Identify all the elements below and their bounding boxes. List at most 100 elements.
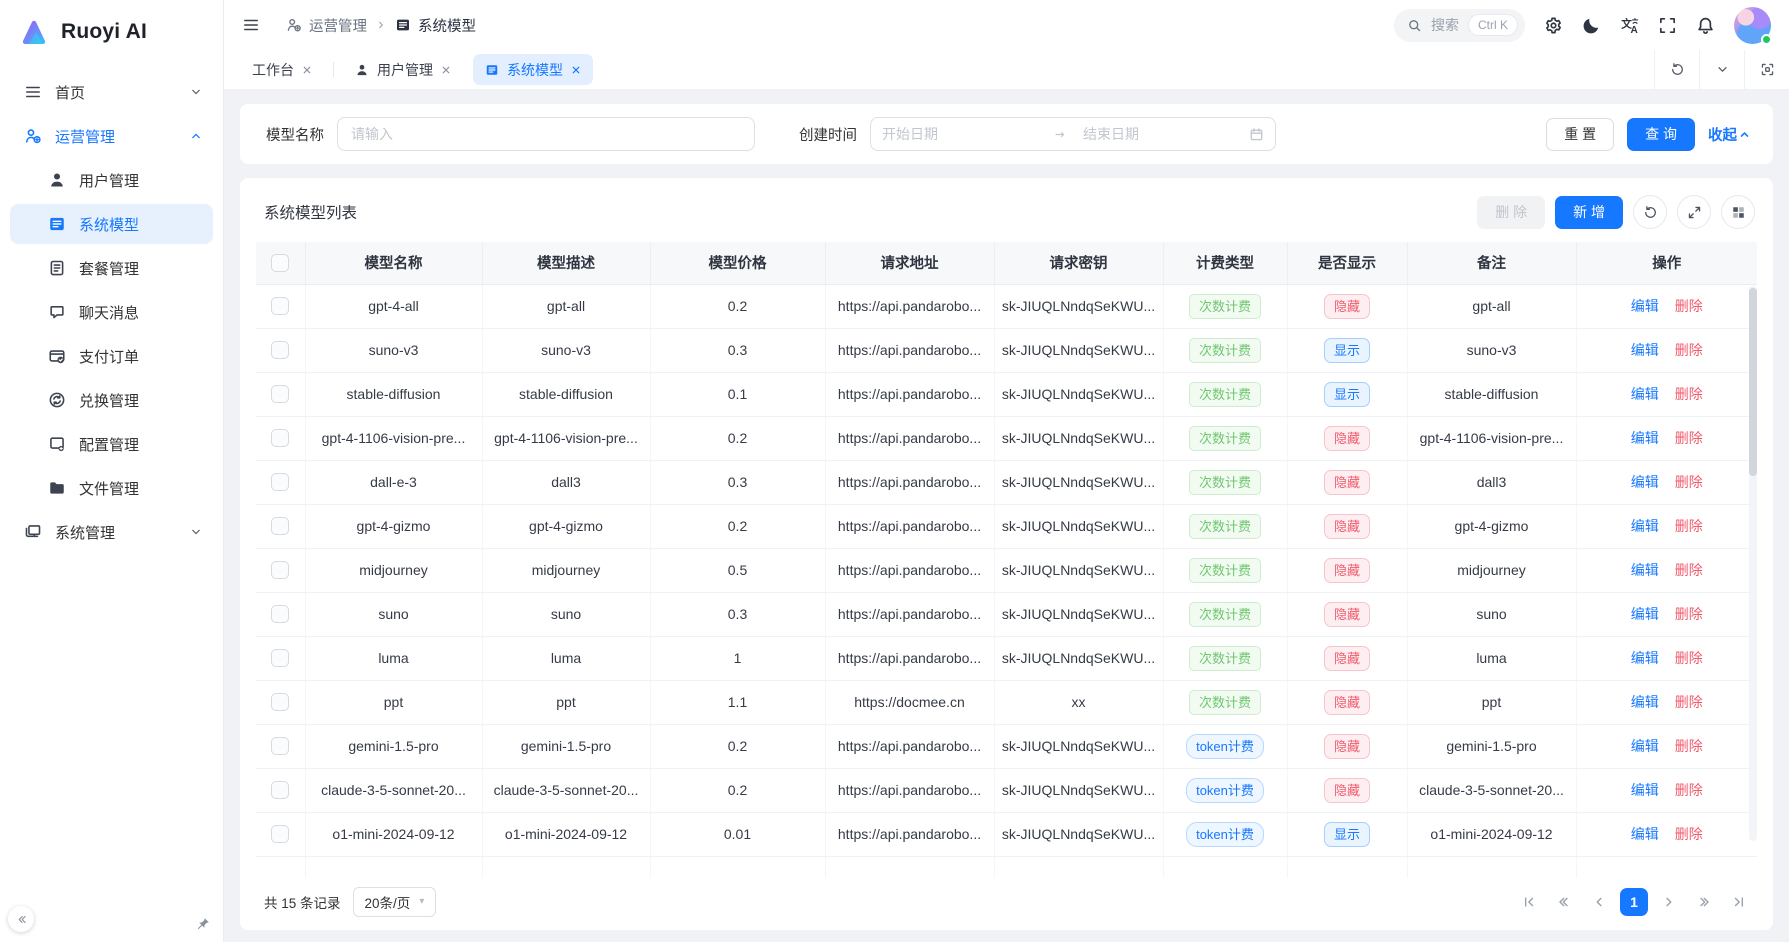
delete-link[interactable]: 删除 [1675,694,1703,710]
visibility-badge[interactable]: 隐藏 [1324,690,1370,715]
last-page-button[interactable] [1725,888,1753,916]
table-scrollbar-track[interactable] [1749,286,1757,841]
model-name-input[interactable] [337,117,755,151]
refresh-icon[interactable] [1654,50,1699,89]
edit-link[interactable]: 编辑 [1631,826,1659,842]
sidebar-item[interactable]: 配置管理 [10,424,213,464]
visibility-badge[interactable]: 显示 [1324,382,1370,407]
visibility-badge[interactable]: 隐藏 [1324,294,1370,319]
visibility-badge[interactable]: 显示 [1324,822,1370,847]
table-scrollbar-thumb[interactable] [1749,288,1757,476]
page-size-select[interactable]: 20条/页 ▾ [353,887,437,917]
visibility-badge[interactable]: 隐藏 [1324,778,1370,803]
row-checkbox[interactable] [271,737,289,755]
delete-link[interactable]: 删除 [1675,606,1703,622]
edit-link[interactable]: 编辑 [1631,518,1659,534]
edit-link[interactable]: 编辑 [1631,606,1659,622]
sidebar-item[interactable]: 首页 [10,72,213,112]
sidebar-item[interactable]: 运营管理 [10,116,213,156]
edit-link[interactable]: 编辑 [1631,298,1659,314]
tab-user-management[interactable]: 用户管理 [343,54,463,85]
delete-link[interactable]: 删除 [1675,782,1703,798]
global-search[interactable]: 搜索 Ctrl K [1394,9,1525,42]
edit-link[interactable]: 编辑 [1631,386,1659,402]
settings-gear-icon[interactable] [1544,16,1563,35]
sidebar-item[interactable]: 文件管理 [10,468,213,508]
next-page-button[interactable] [1655,888,1683,916]
visibility-badge[interactable]: 隐藏 [1324,558,1370,583]
sidebar-item[interactable]: 兑换管理 [10,380,213,420]
row-checkbox[interactable] [271,561,289,579]
row-checkbox[interactable] [271,781,289,799]
translate-icon[interactable]: 文A [1620,16,1639,35]
tab-workbench[interactable]: 工作台 [240,54,324,85]
tab-system-model[interactable]: 系统模型 [473,54,593,85]
delete-link[interactable]: 删除 [1675,826,1703,842]
expand-icon[interactable] [1677,195,1711,229]
sidebar-item[interactable]: 用户管理 [10,160,213,200]
visibility-badge[interactable]: 显示 [1324,338,1370,363]
visibility-badge[interactable]: 隐藏 [1324,602,1370,627]
sidebar-item[interactable]: 聊天消息 [10,292,213,332]
select-all-checkbox[interactable] [271,254,289,272]
date-range-input[interactable]: 开始日期 结束日期 [870,117,1276,151]
sidebar-item[interactable]: 系统模型 [10,204,213,244]
close-icon[interactable] [441,65,451,75]
sidebar-collapse-button[interactable] [8,906,34,932]
delete-link[interactable]: 删除 [1675,562,1703,578]
refresh-icon[interactable] [1633,195,1667,229]
edit-link[interactable]: 编辑 [1631,342,1659,358]
sidebar-item[interactable]: 支付订单 [10,336,213,376]
breadcrumb-section[interactable]: 运营管理 [286,15,367,36]
close-icon[interactable] [302,65,312,75]
row-checkbox[interactable] [271,693,289,711]
row-checkbox[interactable] [271,473,289,491]
edit-link[interactable]: 编辑 [1631,650,1659,666]
visibility-badge[interactable]: 隐藏 [1324,646,1370,671]
column-settings-icon[interactable] [1721,195,1755,229]
edit-link[interactable]: 编辑 [1631,562,1659,578]
row-checkbox[interactable] [271,605,289,623]
visibility-badge[interactable]: 隐藏 [1324,734,1370,759]
edit-link[interactable]: 编辑 [1631,782,1659,798]
delete-link[interactable]: 删除 [1675,430,1703,446]
query-button[interactable]: 查 询 [1627,118,1695,151]
reset-button[interactable]: 重 置 [1546,118,1614,151]
row-checkbox[interactable] [271,429,289,447]
row-checkbox[interactable] [271,517,289,535]
collapse-link[interactable]: 收起 [1708,124,1751,145]
delete-link[interactable]: 删除 [1675,650,1703,666]
delete-link[interactable]: 删除 [1675,342,1703,358]
delete-link[interactable]: 删除 [1675,738,1703,754]
maximize-icon[interactable] [1744,50,1789,89]
edit-link[interactable]: 编辑 [1631,430,1659,446]
visibility-badge[interactable]: 隐藏 [1324,426,1370,451]
close-icon[interactable] [571,65,581,75]
avatar[interactable] [1734,7,1771,44]
prev-double-button[interactable] [1550,888,1578,916]
current-page-button[interactable]: 1 [1620,888,1648,916]
row-checkbox[interactable] [271,297,289,315]
edit-link[interactable]: 编辑 [1631,474,1659,490]
sidebar-item[interactable]: 套餐管理 [10,248,213,288]
row-checkbox[interactable] [271,825,289,843]
delete-link[interactable]: 删除 [1675,298,1703,314]
edit-link[interactable]: 编辑 [1631,738,1659,754]
prev-page-button[interactable] [1585,888,1613,916]
delete-link[interactable]: 删除 [1675,518,1703,534]
edit-link[interactable]: 编辑 [1631,694,1659,710]
chevron-down-icon[interactable] [1699,50,1744,89]
fullscreen-icon[interactable] [1658,16,1677,35]
next-double-button[interactable] [1690,888,1718,916]
notification-bell-icon[interactable] [1696,16,1715,35]
row-checkbox[interactable] [271,649,289,667]
visibility-badge[interactable]: 隐藏 [1324,514,1370,539]
delete-link[interactable]: 删除 [1675,474,1703,490]
sidebar-item[interactable]: 系统管理 [10,512,213,552]
dark-mode-moon-icon[interactable] [1582,16,1601,35]
pin-icon[interactable] [195,916,211,932]
delete-link[interactable]: 删除 [1675,386,1703,402]
hamburger-icon[interactable] [242,16,260,34]
add-button[interactable]: 新 增 [1555,196,1623,229]
row-checkbox[interactable] [271,385,289,403]
